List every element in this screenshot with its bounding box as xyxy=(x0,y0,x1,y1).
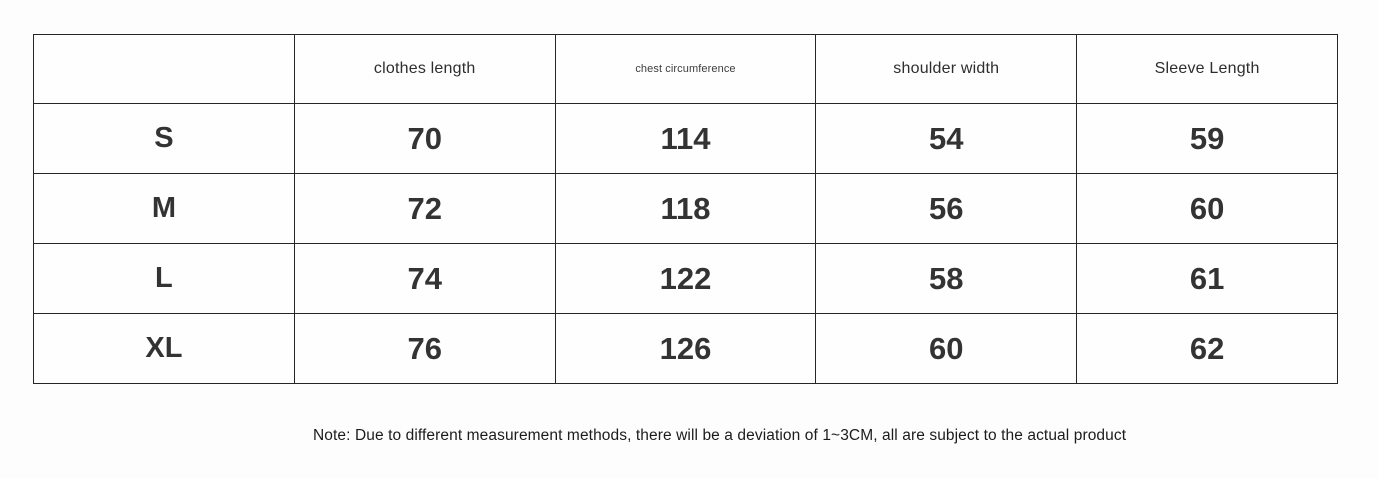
column-header-shoulder-width: shoulder width xyxy=(815,34,1078,104)
column-header-chest-circumference: chest circumference xyxy=(554,34,817,104)
cell-sleeve-length: 61 xyxy=(1076,243,1338,314)
table-row-s: S 70 114 54 59 xyxy=(33,103,1338,174)
cell-clothes-length: 70 xyxy=(293,103,556,174)
size-label: L xyxy=(33,243,295,314)
size-label: M xyxy=(33,173,295,244)
table-row-m: M 72 118 56 60 xyxy=(33,173,1338,244)
header-row: clothes length chest circumference shoul… xyxy=(33,34,1338,104)
cell-shoulder-width: 58 xyxy=(815,243,1078,314)
cell-sleeve-length: 62 xyxy=(1076,313,1338,384)
cell-sleeve-length: 59 xyxy=(1076,103,1338,174)
size-chart-table: clothes length chest circumference shoul… xyxy=(33,34,1338,384)
cell-clothes-length: 74 xyxy=(293,243,556,314)
table-row-l: L 74 122 58 61 xyxy=(33,243,1338,314)
cell-chest-circumference: 118 xyxy=(554,173,817,244)
cell-shoulder-width: 60 xyxy=(815,313,1078,384)
column-header-size xyxy=(33,34,295,104)
cell-shoulder-width: 56 xyxy=(815,173,1078,244)
cell-chest-circumference: 114 xyxy=(554,103,817,174)
cell-sleeve-length: 60 xyxy=(1076,173,1338,244)
column-header-sleeve-length: Sleeve Length xyxy=(1076,34,1338,104)
column-header-clothes-length: clothes length xyxy=(293,34,556,104)
cell-shoulder-width: 54 xyxy=(815,103,1078,174)
cell-chest-circumference: 126 xyxy=(554,313,817,384)
cell-clothes-length: 72 xyxy=(293,173,556,244)
size-label: XL xyxy=(33,313,295,384)
measurement-note: Note: Due to different measurement metho… xyxy=(313,427,1127,444)
cell-chest-circumference: 122 xyxy=(554,243,817,314)
cell-clothes-length: 76 xyxy=(293,313,556,384)
size-label: S xyxy=(33,103,295,174)
table-row-xl: XL 76 126 60 62 xyxy=(33,313,1338,384)
